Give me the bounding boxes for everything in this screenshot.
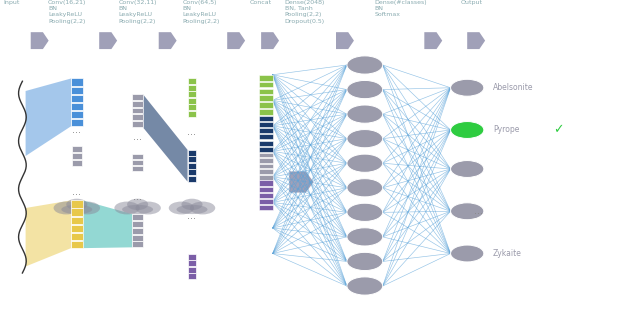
FancyBboxPatch shape <box>259 158 273 163</box>
FancyBboxPatch shape <box>188 273 196 279</box>
Text: ...: ... <box>133 132 142 141</box>
FancyBboxPatch shape <box>71 216 83 224</box>
FancyBboxPatch shape <box>72 153 82 159</box>
FancyBboxPatch shape <box>132 121 143 127</box>
Polygon shape <box>336 32 354 49</box>
Text: ...: ... <box>72 125 81 135</box>
FancyBboxPatch shape <box>188 163 196 169</box>
Ellipse shape <box>182 199 202 210</box>
FancyBboxPatch shape <box>188 176 196 182</box>
FancyBboxPatch shape <box>71 111 83 118</box>
Polygon shape <box>289 172 314 192</box>
Circle shape <box>451 79 484 96</box>
Text: Dense(#classes)
BN
Softmax: Dense(#classes) BN Softmax <box>374 0 427 18</box>
Ellipse shape <box>115 202 140 214</box>
FancyBboxPatch shape <box>71 233 83 240</box>
Ellipse shape <box>54 202 79 214</box>
FancyBboxPatch shape <box>132 108 143 113</box>
FancyBboxPatch shape <box>259 88 273 94</box>
FancyBboxPatch shape <box>71 241 83 248</box>
FancyBboxPatch shape <box>259 180 273 186</box>
FancyBboxPatch shape <box>259 116 273 121</box>
FancyBboxPatch shape <box>188 260 196 266</box>
FancyBboxPatch shape <box>132 228 143 234</box>
Circle shape <box>347 179 383 197</box>
Text: Input: Input <box>3 0 20 5</box>
Ellipse shape <box>122 205 153 214</box>
Text: ✓: ✓ <box>554 124 564 136</box>
Text: ...: ... <box>188 127 196 136</box>
Text: Dense(2048)
BN, Tanh
Pooling(2,2)
Dropout(0.5): Dense(2048) BN, Tanh Pooling(2,2) Dropou… <box>285 0 325 24</box>
Polygon shape <box>159 32 177 49</box>
FancyBboxPatch shape <box>188 156 196 162</box>
FancyBboxPatch shape <box>132 160 143 165</box>
Polygon shape <box>227 32 245 49</box>
FancyBboxPatch shape <box>71 95 83 102</box>
FancyBboxPatch shape <box>132 114 143 120</box>
FancyBboxPatch shape <box>259 82 273 87</box>
Polygon shape <box>31 32 49 49</box>
FancyBboxPatch shape <box>71 86 83 94</box>
Ellipse shape <box>169 202 194 214</box>
Circle shape <box>347 105 383 123</box>
FancyBboxPatch shape <box>71 200 83 208</box>
FancyBboxPatch shape <box>259 175 273 179</box>
Circle shape <box>347 56 383 74</box>
Ellipse shape <box>136 202 161 214</box>
FancyBboxPatch shape <box>259 164 273 168</box>
Polygon shape <box>26 78 71 156</box>
FancyBboxPatch shape <box>188 98 196 104</box>
Circle shape <box>347 203 383 221</box>
Polygon shape <box>26 200 71 266</box>
FancyBboxPatch shape <box>132 221 143 227</box>
Ellipse shape <box>190 202 215 214</box>
FancyBboxPatch shape <box>72 160 82 166</box>
Polygon shape <box>99 32 117 49</box>
Circle shape <box>451 161 484 177</box>
Circle shape <box>451 203 484 220</box>
FancyBboxPatch shape <box>259 169 273 174</box>
FancyBboxPatch shape <box>71 209 83 216</box>
FancyBboxPatch shape <box>188 169 196 175</box>
Polygon shape <box>83 200 132 248</box>
FancyBboxPatch shape <box>259 140 273 146</box>
Text: Concat: Concat <box>250 0 272 5</box>
Polygon shape <box>467 32 485 49</box>
FancyBboxPatch shape <box>259 122 273 127</box>
FancyBboxPatch shape <box>132 235 143 240</box>
FancyBboxPatch shape <box>188 85 196 91</box>
Text: ...: ... <box>474 206 483 216</box>
Circle shape <box>451 245 484 262</box>
Ellipse shape <box>127 199 148 210</box>
FancyBboxPatch shape <box>132 94 143 100</box>
FancyBboxPatch shape <box>259 95 273 101</box>
FancyBboxPatch shape <box>132 214 143 220</box>
Ellipse shape <box>177 205 207 214</box>
Circle shape <box>347 154 383 172</box>
FancyBboxPatch shape <box>72 146 82 152</box>
Circle shape <box>347 252 383 270</box>
Text: ...: ... <box>72 187 81 197</box>
Text: Pyrope: Pyrope <box>493 125 519 135</box>
FancyBboxPatch shape <box>132 241 143 247</box>
FancyBboxPatch shape <box>71 103 83 110</box>
Polygon shape <box>424 32 442 49</box>
FancyBboxPatch shape <box>188 111 196 117</box>
FancyBboxPatch shape <box>132 101 143 107</box>
FancyBboxPatch shape <box>259 128 273 133</box>
Ellipse shape <box>61 205 92 214</box>
FancyBboxPatch shape <box>259 199 273 204</box>
FancyBboxPatch shape <box>259 109 273 115</box>
FancyBboxPatch shape <box>132 154 143 159</box>
FancyBboxPatch shape <box>188 104 196 110</box>
Text: ...: ... <box>188 211 196 221</box>
Text: Zykaite: Zykaite <box>493 249 522 258</box>
FancyBboxPatch shape <box>259 147 273 152</box>
Polygon shape <box>261 32 279 49</box>
Circle shape <box>347 228 383 246</box>
FancyBboxPatch shape <box>259 153 273 157</box>
FancyBboxPatch shape <box>188 78 196 84</box>
Ellipse shape <box>67 199 87 210</box>
FancyBboxPatch shape <box>259 205 273 210</box>
FancyBboxPatch shape <box>259 134 273 139</box>
